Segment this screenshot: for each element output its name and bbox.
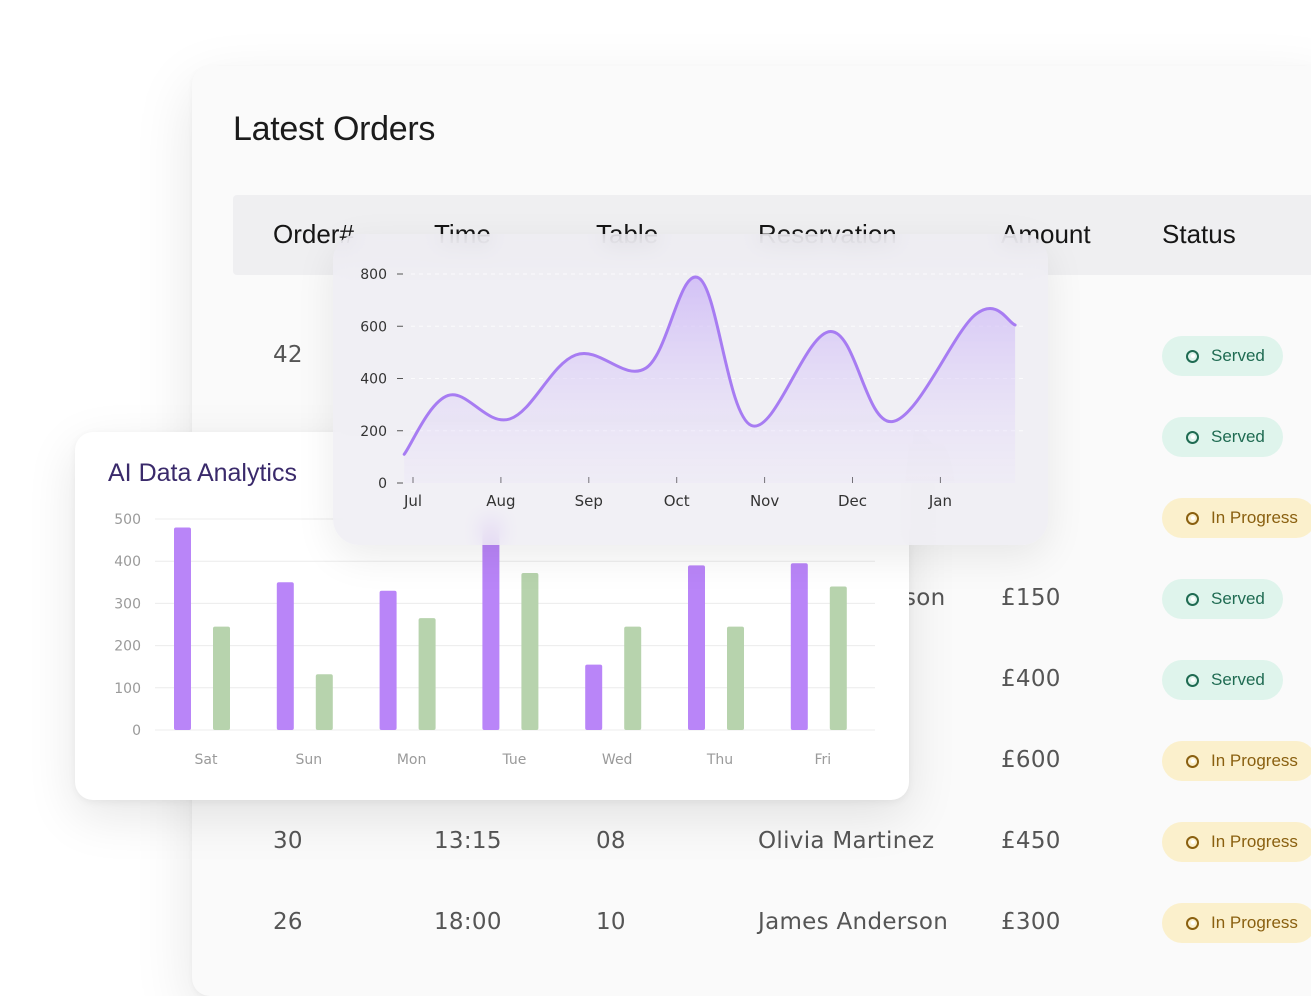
x-tick-label: Nov (750, 492, 779, 510)
order-number: 30 (273, 828, 303, 854)
y-tick-label: 0 (132, 723, 141, 739)
status-badge: In Progress (1162, 822, 1311, 862)
x-tick-label: Thu (706, 752, 733, 768)
status-label: Served (1211, 427, 1265, 446)
x-tick-label: Wed (602, 752, 633, 768)
status-dot-icon (1186, 511, 1199, 525)
line-series (402, 275, 1017, 456)
x-tick-label: Jul (403, 492, 422, 510)
order-number: 26 (273, 909, 303, 935)
reservation-name: Olivia Martinez (758, 828, 935, 854)
bar-series-1 (585, 664, 603, 730)
y-tick-label: 500 (114, 512, 141, 528)
y-tick-label: 800 (360, 267, 387, 283)
bar-series-2 (521, 573, 539, 730)
status-dot-icon (1186, 916, 1199, 930)
x-tick-label: Aug (486, 492, 515, 510)
x-tick-label: Oct (664, 492, 690, 510)
y-tick-label: 0 (378, 476, 387, 492)
table-row[interactable]: Served (192, 396, 1311, 477)
order-amount: £150 (1001, 585, 1061, 611)
reservation-name: James Anderson (758, 909, 949, 935)
order-amount: £400 (1001, 666, 1061, 692)
x-tick-label: Tue (501, 752, 526, 768)
status-badge: In Progress (1162, 903, 1311, 943)
status-badge: Served (1162, 417, 1283, 457)
status-dot-icon (1186, 592, 1199, 606)
bar-series-2 (829, 586, 847, 730)
status-label: In Progress (1211, 913, 1298, 932)
x-tick-label: Jan (928, 492, 952, 510)
bar-series-2 (624, 626, 642, 730)
x-tick-label: Sep (575, 492, 603, 510)
bar-series-2 (727, 626, 744, 730)
status-dot-icon (1186, 430, 1199, 444)
line-chart-card: 0 200 400 600 800 Jul Aug Sep Oct Nov Dec Jan (333, 234, 1048, 545)
x-tick-label: Mon (397, 752, 427, 768)
table-row[interactable]: son £150 Served (192, 558, 1311, 639)
status-label: In Progress (1211, 832, 1298, 851)
status-badge: Served (1162, 660, 1283, 700)
x-tick-label: Dec (838, 492, 867, 510)
status-dot-icon (1186, 835, 1199, 849)
table-row[interactable]: In Progress (192, 477, 1311, 558)
order-time: 18:00 (434, 909, 502, 935)
x-tick-label: Fri (814, 752, 831, 768)
status-dot-icon (1186, 349, 1199, 363)
bar-series-2 (315, 674, 333, 730)
status-dot-icon (1186, 673, 1199, 687)
status-badge: In Progress (1162, 741, 1311, 781)
order-time: 13:15 (434, 828, 502, 854)
status-label: In Progress (1211, 508, 1298, 527)
column-header-status[interactable]: Status (1162, 219, 1236, 249)
table-row[interactable]: 30 13:15 08 Olivia Martinez £450 In Prog… (192, 801, 1311, 882)
area-fill (404, 277, 1016, 483)
y-tick-label: 600 (360, 319, 387, 335)
bar-series-1 (276, 582, 294, 730)
bar-chart: 0 100 200 300 400 500 Sat Sun Mon Tue Wed Thu Fri (114, 512, 875, 768)
line-chart: 0 200 400 600 800 Jul Aug Sep Oct Nov Dec Jan (360, 267, 1023, 510)
x-tick-label: Sun (295, 752, 322, 768)
order-amount: £600 (1001, 747, 1061, 773)
table-number: 10 (596, 909, 626, 935)
y-tick-label: 200 (360, 424, 387, 440)
x-tick-label: Sat (195, 752, 218, 768)
table-row[interactable]: 26 18:00 10 James Anderson £300 In Progr… (192, 882, 1311, 963)
y-tick-label: 400 (360, 372, 387, 388)
page-title: Latest Orders (233, 110, 436, 148)
status-label: Served (1211, 589, 1265, 608)
order-amount: £450 (1001, 828, 1061, 854)
bar-series-1 (790, 563, 808, 730)
bar-series-1 (379, 590, 397, 730)
y-tick-label: 200 (114, 639, 141, 655)
table-number: 08 (596, 828, 626, 854)
status-label: In Progress (1211, 751, 1298, 770)
bar-series-2 (213, 626, 230, 730)
order-amount: £300 (1001, 909, 1061, 935)
status-label: Served (1211, 670, 1265, 689)
bar-series-2 (418, 618, 436, 730)
status-badge: Served (1162, 336, 1283, 376)
analytics-title: AI Data Analytics (108, 459, 297, 487)
table-row[interactable]: 42 Served (192, 315, 1311, 396)
order-number: 42 (273, 342, 303, 368)
table-row[interactable]: £400 Served (192, 639, 1311, 720)
bar-series-1 (688, 565, 705, 730)
status-label: Served (1211, 346, 1265, 365)
y-tick-label: 300 (114, 596, 141, 612)
y-tick-label: 100 (114, 681, 141, 697)
bar-series-1 (174, 527, 191, 730)
status-badge: Served (1162, 579, 1283, 619)
y-tick-label: 400 (114, 554, 141, 570)
status-dot-icon (1186, 754, 1199, 768)
status-badge: In Progress (1162, 498, 1311, 538)
bar-series-1 (482, 519, 500, 730)
reservation-name: son (904, 585, 946, 611)
table-row[interactable]: £600 In Progress (192, 720, 1311, 801)
